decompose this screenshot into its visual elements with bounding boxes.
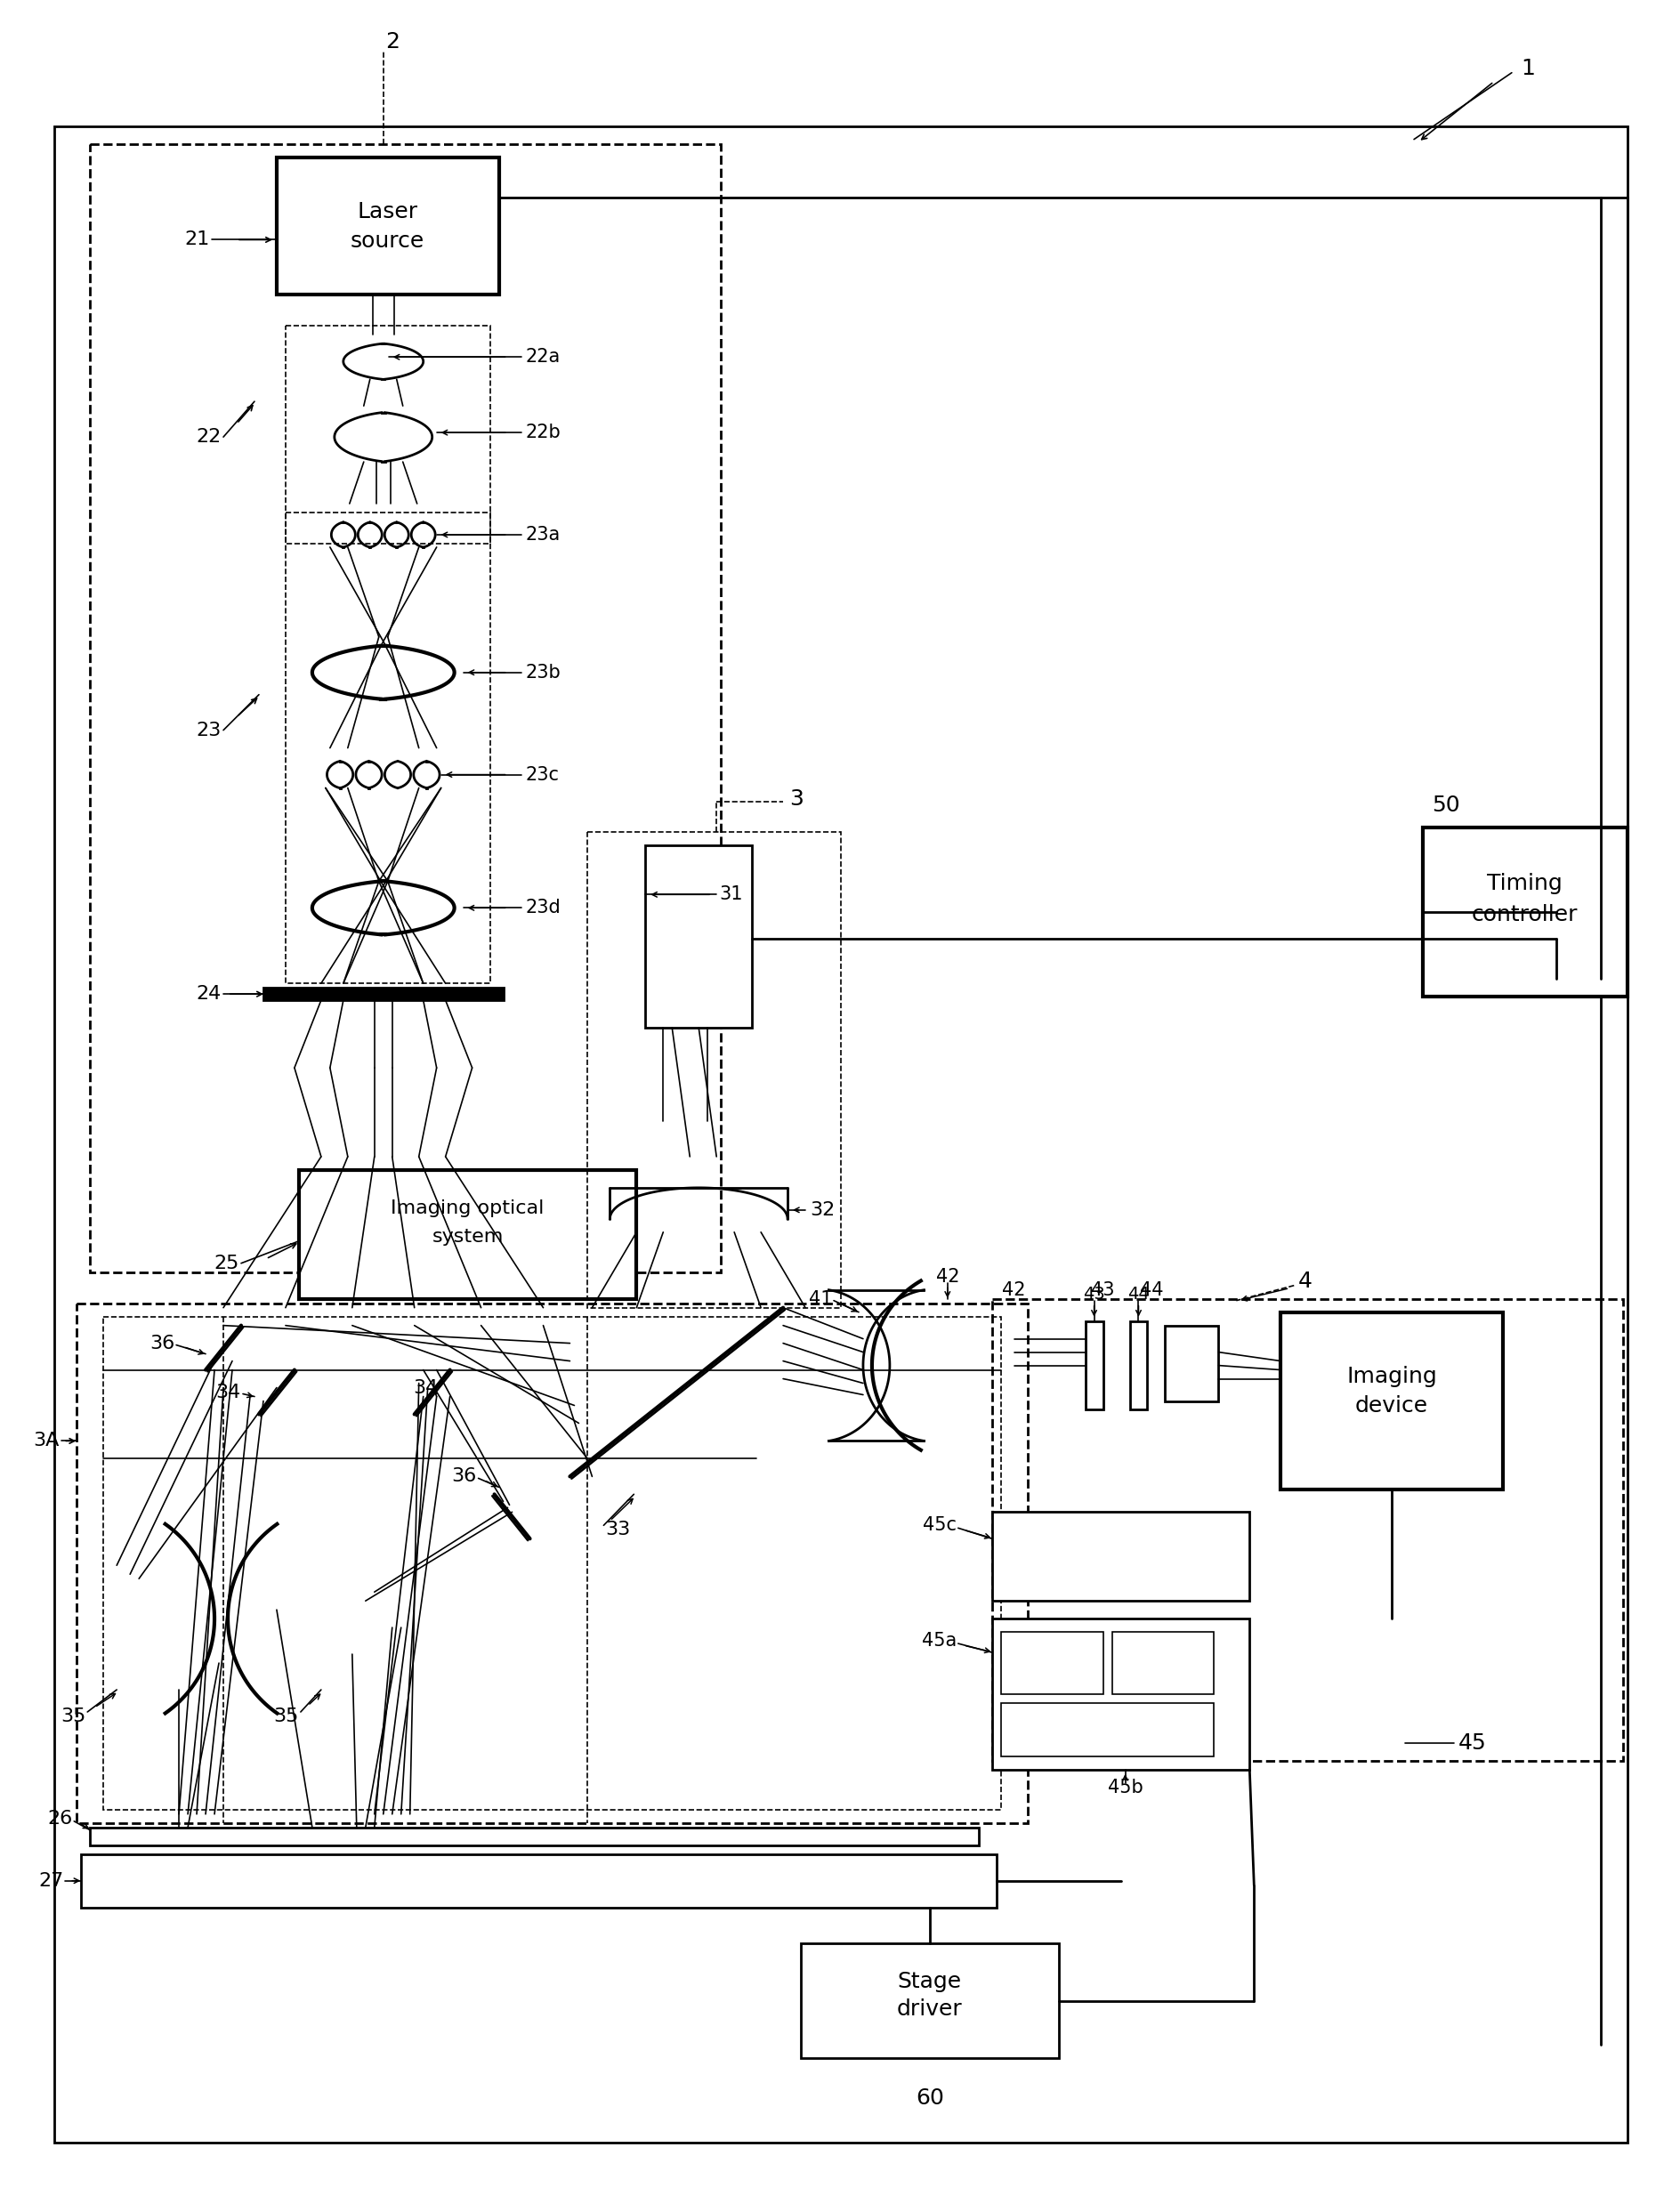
Text: 42: 42: [1002, 1281, 1027, 1298]
Bar: [286, 513, 490, 984]
Bar: [1002, 1703, 1214, 1756]
Bar: [1002, 1632, 1104, 1694]
Bar: [991, 1298, 1624, 1761]
Text: 42: 42: [936, 1267, 960, 1285]
Text: 22a: 22a: [525, 347, 560, 365]
Text: Imaging optical: Imaging optical: [391, 1199, 545, 1217]
Text: 23d: 23d: [525, 898, 560, 916]
Bar: [299, 1170, 637, 1298]
Text: 36: 36: [451, 1467, 477, 1486]
Text: 3A: 3A: [33, 1431, 59, 1449]
Text: 44: 44: [1127, 1285, 1150, 1303]
Text: 21: 21: [186, 230, 211, 248]
Text: 1: 1: [1520, 58, 1535, 80]
Bar: [645, 845, 752, 1029]
Text: 26: 26: [47, 1809, 72, 1827]
Text: 34: 34: [216, 1382, 241, 1400]
Bar: [276, 157, 498, 294]
Bar: [1112, 1632, 1214, 1694]
Text: source: source: [351, 230, 425, 252]
Text: device: device: [1356, 1396, 1428, 1416]
Text: 23a: 23a: [525, 526, 560, 544]
Text: 4: 4: [1299, 1270, 1313, 1292]
Bar: [1085, 1321, 1104, 1409]
Text: 45c: 45c: [923, 1517, 956, 1535]
Text: 31: 31: [719, 885, 742, 902]
Text: 23b: 23b: [525, 664, 560, 681]
Bar: [1423, 827, 1627, 998]
Text: 41: 41: [809, 1290, 833, 1307]
Text: 22b: 22b: [525, 425, 560, 442]
Text: 45b: 45b: [1107, 1778, 1144, 1796]
Text: 45: 45: [1458, 1732, 1486, 1754]
Text: 23: 23: [196, 721, 222, 739]
Text: system: system: [431, 1228, 503, 1245]
Text: 35: 35: [60, 1708, 85, 1725]
Text: 22: 22: [196, 429, 222, 447]
Text: 43: 43: [1092, 1281, 1115, 1298]
Bar: [90, 144, 721, 1272]
Text: controller: controller: [1471, 905, 1578, 925]
Text: 25: 25: [214, 1254, 239, 1272]
Text: 60: 60: [916, 2088, 945, 2108]
Text: Stage: Stage: [898, 1971, 961, 1991]
Text: 32: 32: [809, 1201, 834, 1219]
Bar: [1165, 1325, 1219, 1400]
Text: 50: 50: [1431, 794, 1460, 816]
Text: Laser: Laser: [358, 201, 418, 223]
Text: 34: 34: [413, 1378, 438, 1396]
Text: driver: driver: [896, 2000, 963, 2020]
Bar: [104, 1316, 1002, 1809]
Bar: [286, 325, 490, 544]
Text: 2: 2: [385, 31, 400, 53]
Bar: [587, 832, 841, 1307]
Bar: [77, 1303, 1028, 1823]
Text: 36: 36: [149, 1334, 174, 1352]
Bar: [801, 1942, 1058, 2059]
Bar: [82, 1854, 997, 1907]
Bar: [991, 1619, 1249, 1770]
Text: 3: 3: [789, 787, 804, 810]
Text: 23c: 23c: [525, 765, 558, 783]
Text: Imaging: Imaging: [1346, 1365, 1436, 1387]
Text: 43: 43: [1083, 1285, 1105, 1303]
Bar: [90, 1827, 978, 1845]
Text: 27: 27: [38, 1871, 64, 1889]
Text: 45a: 45a: [921, 1632, 956, 1650]
Bar: [264, 989, 503, 1000]
Text: 24: 24: [196, 984, 222, 1002]
Bar: [991, 1513, 1249, 1601]
Text: 44: 44: [1140, 1281, 1164, 1298]
Bar: [1281, 1312, 1503, 1491]
Text: 35: 35: [274, 1708, 299, 1725]
Bar: [1130, 1321, 1147, 1409]
Text: 33: 33: [605, 1522, 630, 1540]
Text: Timing: Timing: [1488, 874, 1563, 894]
